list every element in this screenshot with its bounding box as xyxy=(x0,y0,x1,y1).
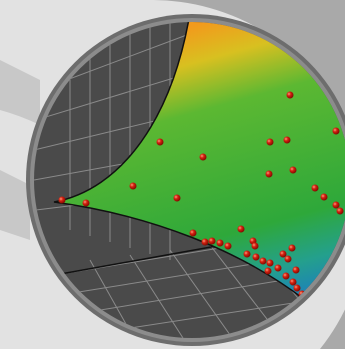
point xyxy=(285,256,292,263)
point xyxy=(321,194,328,201)
point xyxy=(333,202,340,209)
point xyxy=(287,92,294,99)
point xyxy=(260,258,267,265)
point xyxy=(190,230,197,237)
point xyxy=(200,154,207,161)
point xyxy=(312,185,319,192)
point xyxy=(174,195,181,202)
point xyxy=(157,139,164,146)
point xyxy=(337,208,344,215)
ring-band xyxy=(0,170,30,240)
point xyxy=(283,273,290,280)
page xyxy=(0,0,345,349)
point xyxy=(333,128,340,135)
point xyxy=(59,197,66,204)
point xyxy=(202,239,209,246)
point xyxy=(289,245,296,252)
point xyxy=(265,268,272,275)
point xyxy=(244,251,251,258)
point xyxy=(266,171,273,178)
point xyxy=(290,279,297,286)
point xyxy=(290,167,297,174)
point xyxy=(280,251,287,258)
point xyxy=(284,137,291,144)
ring-band xyxy=(0,60,40,125)
point xyxy=(238,226,245,233)
point xyxy=(225,243,232,250)
point xyxy=(209,238,216,245)
point xyxy=(252,243,259,250)
point xyxy=(294,285,301,292)
point xyxy=(217,240,224,247)
illustration xyxy=(0,0,345,349)
point xyxy=(83,200,90,207)
point xyxy=(130,183,137,190)
point xyxy=(275,265,282,272)
point xyxy=(267,139,274,146)
point xyxy=(293,267,300,274)
point xyxy=(253,254,260,261)
point xyxy=(267,260,274,267)
